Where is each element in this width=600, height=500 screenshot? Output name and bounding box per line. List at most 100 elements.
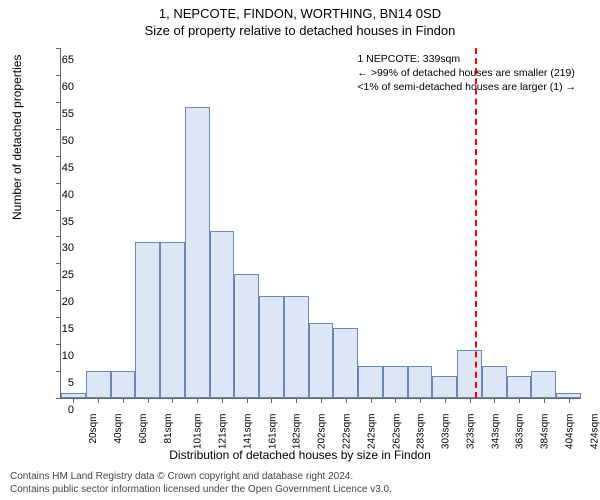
x-tick-label: 363sqm bbox=[515, 414, 526, 450]
y-tick-label: 50 bbox=[44, 135, 74, 147]
x-tick-label: 242sqm bbox=[366, 414, 377, 450]
y-tick-label: 5 bbox=[44, 377, 74, 389]
x-tick-label: 81sqm bbox=[163, 414, 174, 444]
x-tick-label: 121sqm bbox=[218, 414, 229, 450]
y-tick-label: 0 bbox=[44, 404, 74, 416]
chart-title: 1, NEPCOTE, FINDON, WORTHING, BN14 0SD bbox=[0, 0, 600, 21]
x-tick-label: 283sqm bbox=[416, 414, 427, 450]
histogram-bar bbox=[86, 371, 111, 398]
y-tick-mark bbox=[56, 102, 61, 103]
y-tick-label: 35 bbox=[44, 216, 74, 228]
annotation-line2: ← >99% of detached houses are smaller (2… bbox=[357, 66, 576, 80]
x-tick-label: 303sqm bbox=[441, 414, 452, 450]
x-tick-label: 182sqm bbox=[292, 414, 303, 450]
footer: Contains HM Land Registry data © Crown c… bbox=[10, 470, 392, 496]
y-tick-mark bbox=[56, 263, 61, 264]
property-marker-line bbox=[475, 48, 477, 398]
histogram-bar bbox=[457, 350, 482, 398]
y-tick-mark bbox=[56, 75, 61, 76]
x-tick-mark bbox=[172, 398, 173, 403]
x-tick-mark bbox=[148, 398, 149, 403]
y-tick-label: 20 bbox=[44, 296, 74, 308]
x-tick-label: 141sqm bbox=[243, 414, 254, 450]
x-tick-label: 60sqm bbox=[138, 414, 149, 444]
histogram-bar bbox=[408, 366, 433, 398]
plot-region bbox=[60, 48, 581, 399]
histogram-bar bbox=[210, 231, 235, 398]
histogram-bar bbox=[383, 366, 408, 398]
histogram-bar bbox=[284, 296, 309, 398]
x-tick-mark bbox=[544, 398, 545, 403]
y-tick-label: 40 bbox=[44, 189, 74, 201]
y-tick-mark bbox=[56, 48, 61, 49]
y-tick-mark bbox=[56, 183, 61, 184]
x-tick-mark bbox=[346, 398, 347, 403]
x-tick-label: 222sqm bbox=[342, 414, 353, 450]
histogram-bar bbox=[234, 274, 259, 398]
x-tick-mark bbox=[470, 398, 471, 403]
x-tick-mark bbox=[371, 398, 372, 403]
footer-line1: Contains HM Land Registry data © Crown c… bbox=[10, 470, 392, 483]
histogram-bar bbox=[333, 328, 358, 398]
x-tick-label: 343sqm bbox=[490, 414, 501, 450]
x-tick-mark bbox=[247, 398, 248, 403]
annotation-line3: <1% of semi-detached houses are larger (… bbox=[357, 80, 576, 94]
histogram-bar bbox=[432, 376, 457, 398]
histogram-bar bbox=[259, 296, 284, 398]
x-tick-label: 424sqm bbox=[589, 414, 600, 450]
x-tick-mark bbox=[197, 398, 198, 403]
chart-area: 1 NEPCOTE: 339sqm ← >99% of detached hou… bbox=[60, 48, 580, 398]
histogram-bar bbox=[135, 242, 160, 398]
chart-subtitle: Size of property relative to detached ho… bbox=[0, 21, 600, 38]
x-tick-mark bbox=[569, 398, 570, 403]
y-tick-mark bbox=[56, 344, 61, 345]
y-tick-mark bbox=[56, 317, 61, 318]
x-tick-mark bbox=[494, 398, 495, 403]
histogram-bar bbox=[111, 371, 136, 398]
y-tick-label: 45 bbox=[44, 162, 74, 174]
y-tick-label: 60 bbox=[44, 81, 74, 93]
y-axis-label: Number of detached properties bbox=[10, 55, 24, 220]
footer-line2: Contains public sector information licen… bbox=[10, 483, 392, 496]
y-tick-label: 25 bbox=[44, 269, 74, 281]
y-tick-label: 30 bbox=[44, 242, 74, 254]
x-tick-label: 20sqm bbox=[88, 414, 99, 444]
y-tick-mark bbox=[56, 371, 61, 372]
histogram-bar bbox=[309, 323, 334, 398]
x-tick-label: 404sqm bbox=[564, 414, 575, 450]
y-tick-mark bbox=[56, 210, 61, 211]
x-tick-mark bbox=[123, 398, 124, 403]
x-tick-label: 202sqm bbox=[317, 414, 328, 450]
x-tick-label: 161sqm bbox=[267, 414, 278, 450]
x-tick-label: 262sqm bbox=[391, 414, 402, 450]
y-tick-label: 15 bbox=[44, 323, 74, 335]
x-tick-label: 101sqm bbox=[193, 414, 204, 450]
y-tick-label: 10 bbox=[44, 350, 74, 362]
x-tick-label: 40sqm bbox=[113, 414, 124, 444]
x-tick-mark bbox=[222, 398, 223, 403]
histogram-bar bbox=[531, 371, 556, 398]
x-tick-mark bbox=[321, 398, 322, 403]
y-tick-label: 65 bbox=[44, 54, 74, 66]
chart-container: 1, NEPCOTE, FINDON, WORTHING, BN14 0SD S… bbox=[0, 0, 600, 500]
x-tick-label: 384sqm bbox=[540, 414, 551, 450]
x-tick-label: 323sqm bbox=[465, 414, 476, 450]
y-tick-label: 55 bbox=[44, 108, 74, 120]
x-tick-mark bbox=[73, 398, 74, 403]
annotation-line1: 1 NEPCOTE: 339sqm bbox=[357, 52, 576, 66]
y-tick-mark bbox=[56, 156, 61, 157]
histogram-bar bbox=[185, 107, 210, 398]
histogram-bar bbox=[507, 376, 532, 398]
x-tick-mark bbox=[420, 398, 421, 403]
x-tick-mark bbox=[98, 398, 99, 403]
histogram-bar bbox=[482, 366, 507, 398]
histogram-bar bbox=[160, 242, 185, 398]
histogram-bar bbox=[358, 366, 383, 398]
x-tick-mark bbox=[296, 398, 297, 403]
x-tick-mark bbox=[395, 398, 396, 403]
x-axis-label: Distribution of detached houses by size … bbox=[0, 448, 600, 462]
x-tick-mark bbox=[271, 398, 272, 403]
x-tick-mark bbox=[519, 398, 520, 403]
y-tick-mark bbox=[56, 129, 61, 130]
y-tick-mark bbox=[56, 290, 61, 291]
